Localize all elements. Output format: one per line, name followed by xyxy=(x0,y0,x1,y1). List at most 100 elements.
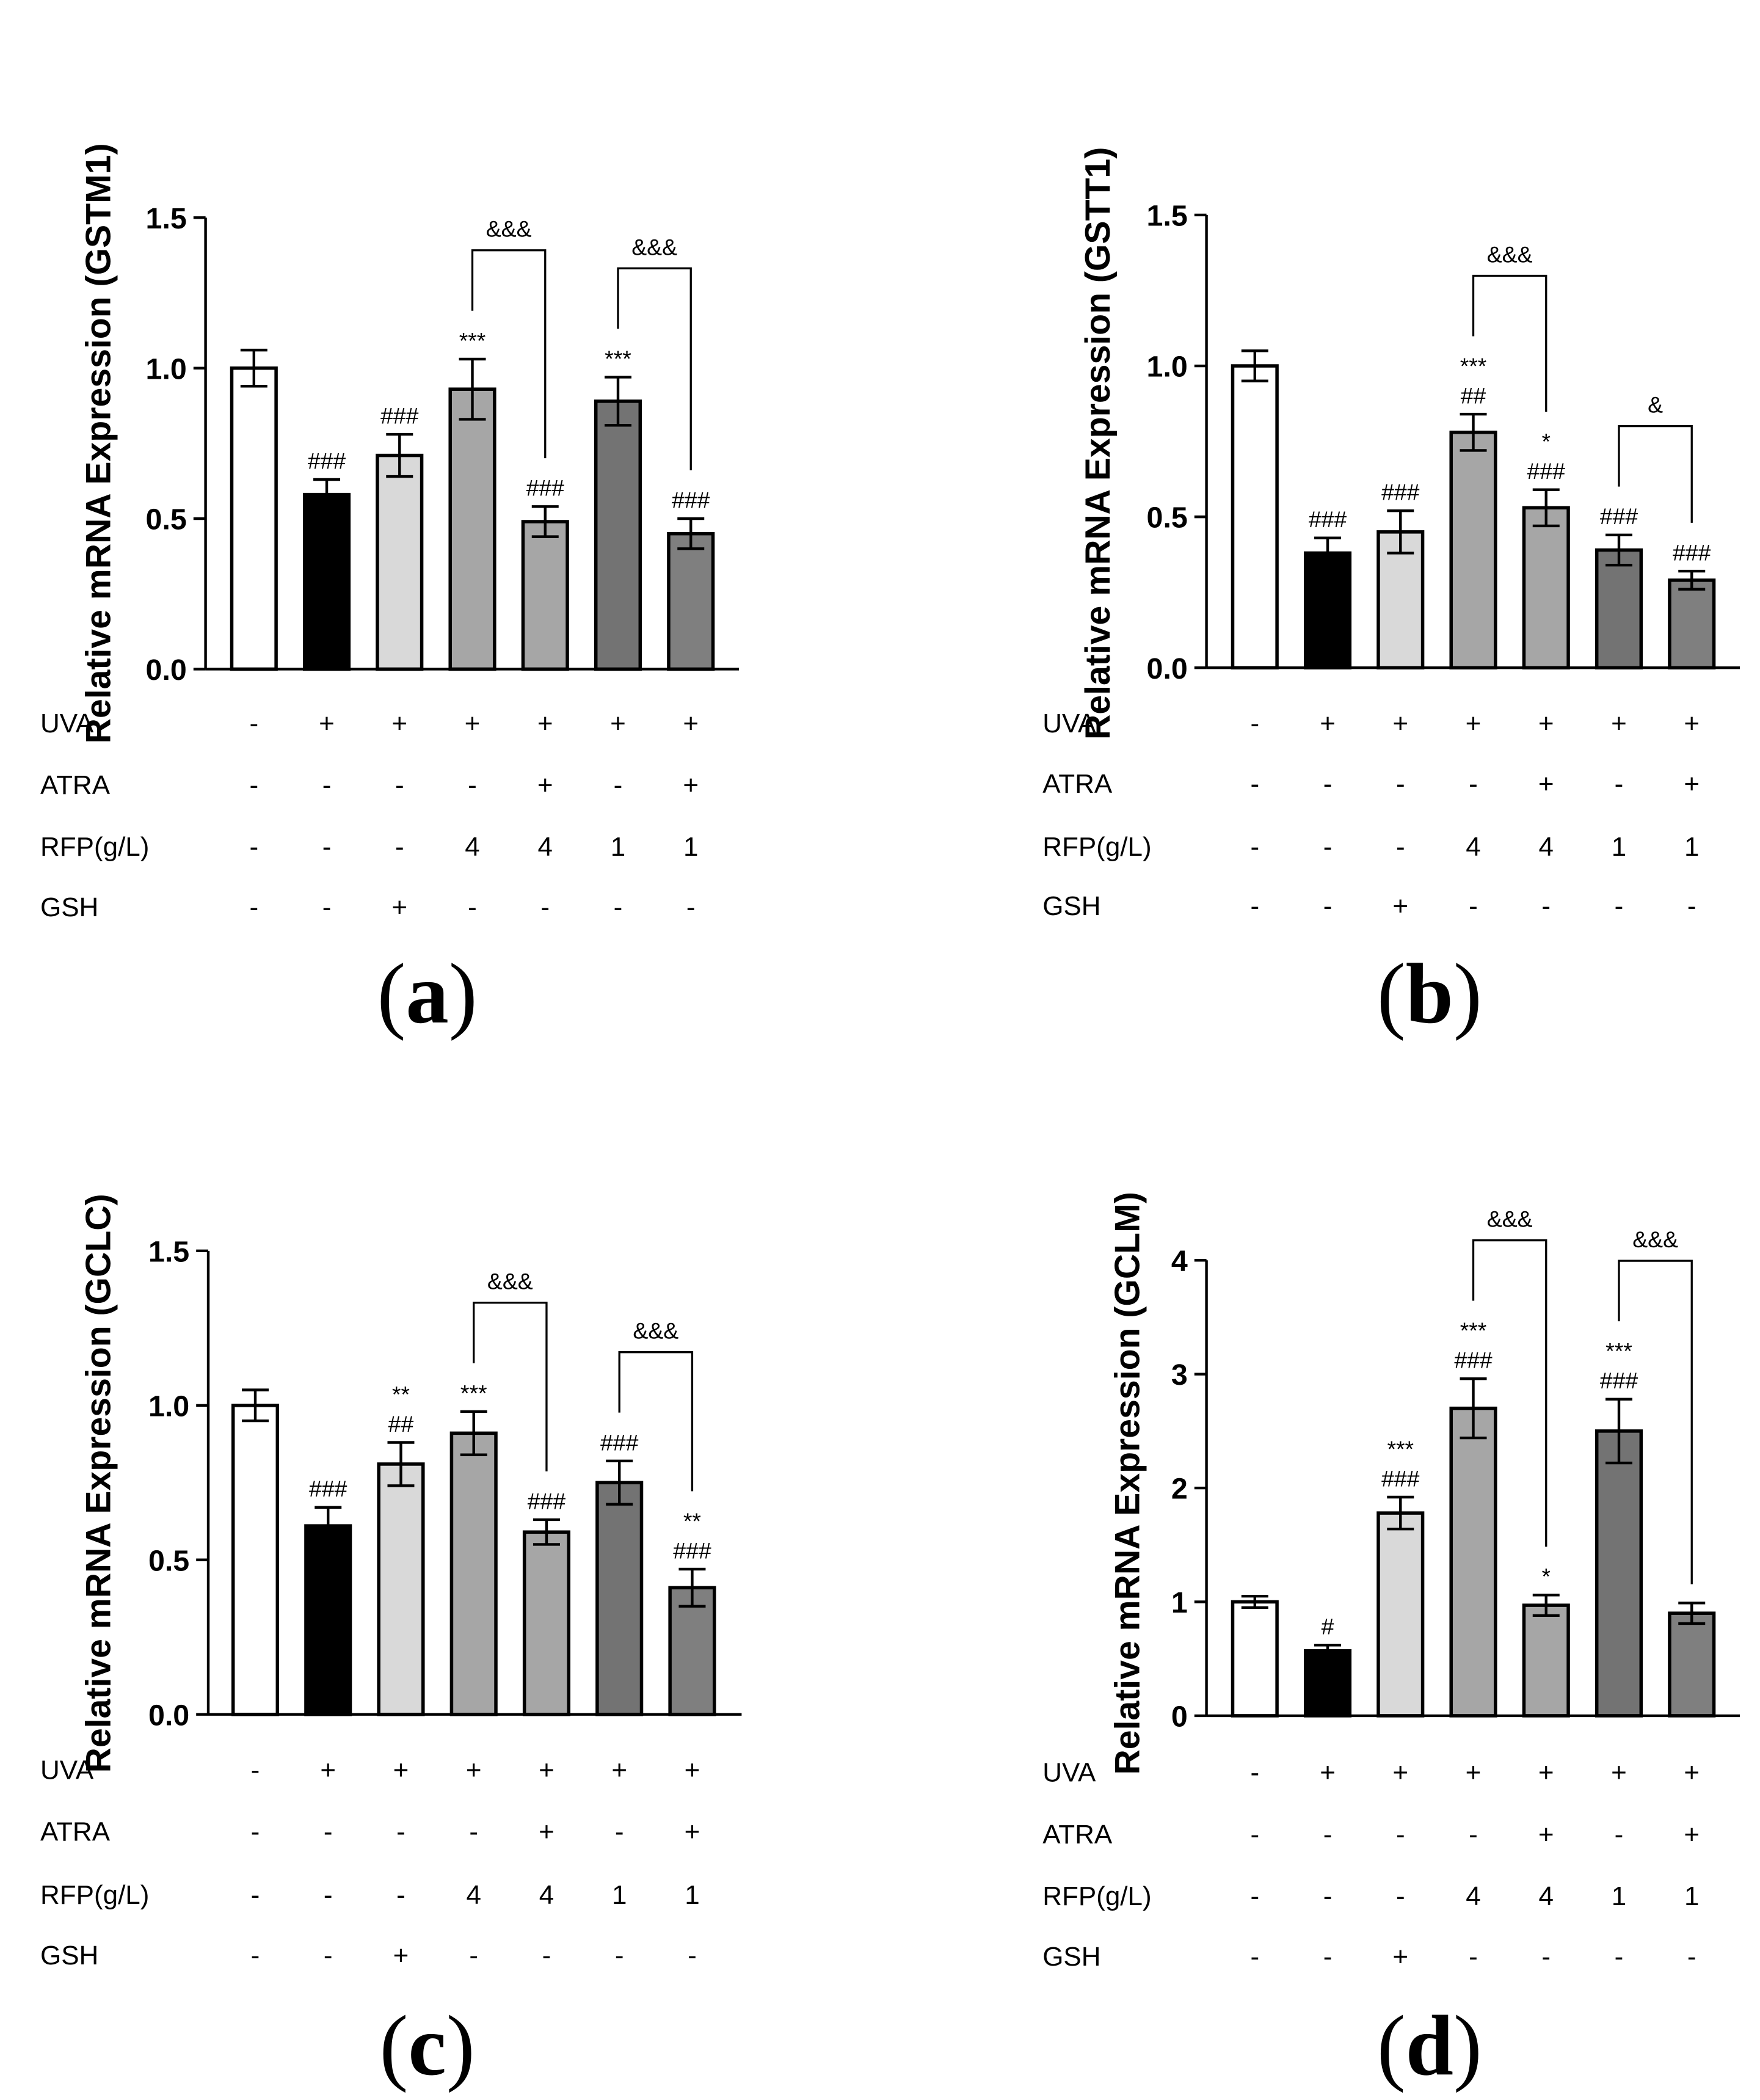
significance-label: * xyxy=(1541,1564,1551,1589)
condition-cell: - xyxy=(1323,769,1333,799)
y-tick-label: 0.0 xyxy=(1147,652,1188,685)
y-tick-label: 4 xyxy=(1171,1245,1188,1278)
figure-scale-group: 0.0 0.5 1.0 1.5 Relative mRNA Expression (GS… xyxy=(40,143,1740,2093)
y-tick-label: 1 xyxy=(1171,1586,1188,1619)
panel-letter: a xyxy=(405,947,448,1041)
y-tick-label: 3 xyxy=(1171,1358,1188,1391)
panel-label: (d) xyxy=(1377,1999,1482,2093)
y-tick-label: 1.5 xyxy=(1147,200,1188,233)
condition-cell: - xyxy=(251,1880,260,1910)
condition-cell: - xyxy=(1323,891,1333,921)
significance-label: ### xyxy=(1673,539,1711,565)
bar xyxy=(1522,506,1570,669)
significance-label: ### xyxy=(1527,458,1566,484)
bracket-label: &&& xyxy=(1487,1206,1533,1232)
condition-cell: 4 xyxy=(465,832,479,862)
condition-cell: - xyxy=(542,1941,551,1971)
panel-letter: c xyxy=(408,1999,446,2093)
condition-cell: 4 xyxy=(1466,1881,1480,1911)
condition-cell: - xyxy=(1469,769,1478,799)
panel-label: (c) xyxy=(379,1999,475,2093)
condition-cell: + xyxy=(1538,769,1554,799)
significance-label: *** xyxy=(1460,1318,1487,1343)
condition-cell: - xyxy=(322,832,332,862)
significance-label: *** xyxy=(605,346,631,371)
condition-cell: - xyxy=(1687,891,1696,921)
significance-label: ### xyxy=(380,403,419,428)
condition-cell: - xyxy=(1323,1820,1333,1850)
significance-label: ### xyxy=(673,1537,711,1563)
condition-cell: 4 xyxy=(539,1880,554,1910)
y-tick-label: 0.5 xyxy=(148,1544,189,1577)
condition-cell: - xyxy=(395,832,404,862)
condition-cell: + xyxy=(1320,709,1336,738)
condition-cell: + xyxy=(319,709,335,738)
bar xyxy=(1595,1429,1643,1718)
y-tick-label: 2 xyxy=(1171,1473,1188,1506)
condition-cell: - xyxy=(1323,832,1333,862)
condition-cell: 4 xyxy=(1466,832,1480,862)
condition-cell: - xyxy=(1396,1820,1405,1850)
significance-label: *** xyxy=(1605,1338,1632,1364)
y-tick-label: 1.5 xyxy=(146,202,187,235)
bracket-label: &&& xyxy=(633,1318,678,1344)
condition-cell: + xyxy=(465,709,481,738)
bracket-label: &&& xyxy=(1632,1227,1678,1252)
condition-cell: + xyxy=(391,892,407,922)
condition-cell: - xyxy=(249,892,258,922)
bar xyxy=(521,520,569,671)
condition-cell: - xyxy=(1541,1942,1551,1972)
condition-cell: 1 xyxy=(1684,832,1699,862)
y-axis-title: Relative mRNA Expression (GCLM) xyxy=(1108,1192,1147,1774)
bar xyxy=(302,492,351,671)
y-tick-label: 1.0 xyxy=(148,1390,189,1423)
condition-cell: + xyxy=(1392,709,1408,738)
bar xyxy=(1522,1603,1570,1718)
significance-label: *** xyxy=(460,1380,487,1405)
significance-label: ### xyxy=(1381,479,1420,505)
bracket-label: &&& xyxy=(1487,242,1533,268)
bar xyxy=(230,366,278,671)
condition-cell: - xyxy=(249,832,258,862)
condition-cell: 1 xyxy=(612,1880,627,1910)
condition-cell: - xyxy=(614,770,623,800)
chart-panel-c: 0.0 0.5 1.0 1.5 Relative mRNA Expression (GC… xyxy=(40,1194,742,2093)
condition-cell: 4 xyxy=(1539,832,1554,862)
condition-cell: + xyxy=(537,770,553,800)
condition-cell: - xyxy=(1687,1942,1696,1972)
y-tick-label: 0.0 xyxy=(148,1699,189,1732)
panel-letter: b xyxy=(1406,947,1453,1041)
condition-cell: + xyxy=(1684,1758,1700,1788)
significance-label: *** xyxy=(459,327,486,353)
comparison-bracket xyxy=(473,1302,548,1471)
condition-cell: + xyxy=(537,709,553,738)
condition-cell: - xyxy=(1250,891,1259,921)
bracket-label: &&& xyxy=(631,234,677,260)
y-tick-label: 0.5 xyxy=(1147,501,1188,534)
condition-cell: - xyxy=(395,770,404,800)
significance-label: ### xyxy=(600,1429,639,1455)
y-tick-label: 0 xyxy=(1171,1701,1188,1734)
condition-cell: - xyxy=(1396,1881,1405,1911)
condition-cell: - xyxy=(1250,1881,1259,1911)
condition-cell: 1 xyxy=(683,832,698,862)
condition-cell: - xyxy=(688,1941,697,1971)
condition-cell: 1 xyxy=(1684,1881,1699,1911)
condition-cell: - xyxy=(1469,891,1478,921)
condition-cell: + xyxy=(539,1755,555,1785)
condition-cell: - xyxy=(249,770,258,800)
condition-cell: - xyxy=(1615,1942,1624,1972)
chart-panel-b: 0.0 0.5 1.0 1.5 Relative mRNA Expression (GS… xyxy=(1042,147,1740,1041)
condition-cell: + xyxy=(393,1755,409,1785)
significance-label: ## xyxy=(388,1411,414,1437)
condition-cell: - xyxy=(396,1880,405,1910)
condition-cell: - xyxy=(686,892,696,922)
condition-cell: - xyxy=(1323,1942,1333,1972)
condition-cell: 1 xyxy=(1612,1881,1626,1911)
bar xyxy=(668,1586,716,1716)
significance-label: ### xyxy=(1600,1368,1638,1393)
y-tick-label: 0.5 xyxy=(146,503,187,536)
panel-label: (b) xyxy=(1377,947,1482,1041)
significance-label: ### xyxy=(526,475,565,501)
